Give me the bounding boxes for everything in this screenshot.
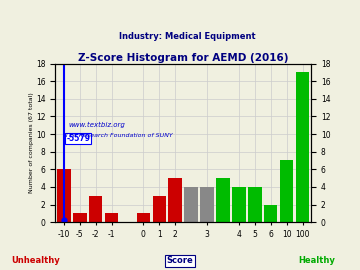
- Bar: [73, 213, 86, 222]
- Bar: [168, 178, 182, 222]
- Y-axis label: Number of companies (67 total): Number of companies (67 total): [30, 93, 35, 193]
- Bar: [296, 72, 309, 222]
- Text: -5579: -5579: [66, 134, 90, 143]
- Bar: [264, 205, 278, 222]
- Bar: [200, 187, 214, 222]
- Title: Z-Score Histogram for AEMD (2016): Z-Score Histogram for AEMD (2016): [78, 53, 288, 63]
- Bar: [57, 169, 71, 222]
- Text: www.textbiz.org: www.textbiz.org: [68, 122, 125, 128]
- Bar: [280, 160, 293, 222]
- Bar: [248, 187, 262, 222]
- Text: The Research Foundation of SUNY: The Research Foundation of SUNY: [66, 133, 173, 138]
- Text: Unhealthy: Unhealthy: [12, 256, 60, 265]
- Bar: [232, 187, 246, 222]
- Bar: [137, 213, 150, 222]
- Text: Industry: Medical Equipment: Industry: Medical Equipment: [119, 32, 256, 41]
- Bar: [184, 187, 198, 222]
- Bar: [89, 196, 103, 222]
- Bar: [216, 178, 230, 222]
- Text: Score: Score: [167, 256, 193, 265]
- Bar: [153, 196, 166, 222]
- Text: Healthy: Healthy: [298, 256, 335, 265]
- Bar: [105, 213, 118, 222]
